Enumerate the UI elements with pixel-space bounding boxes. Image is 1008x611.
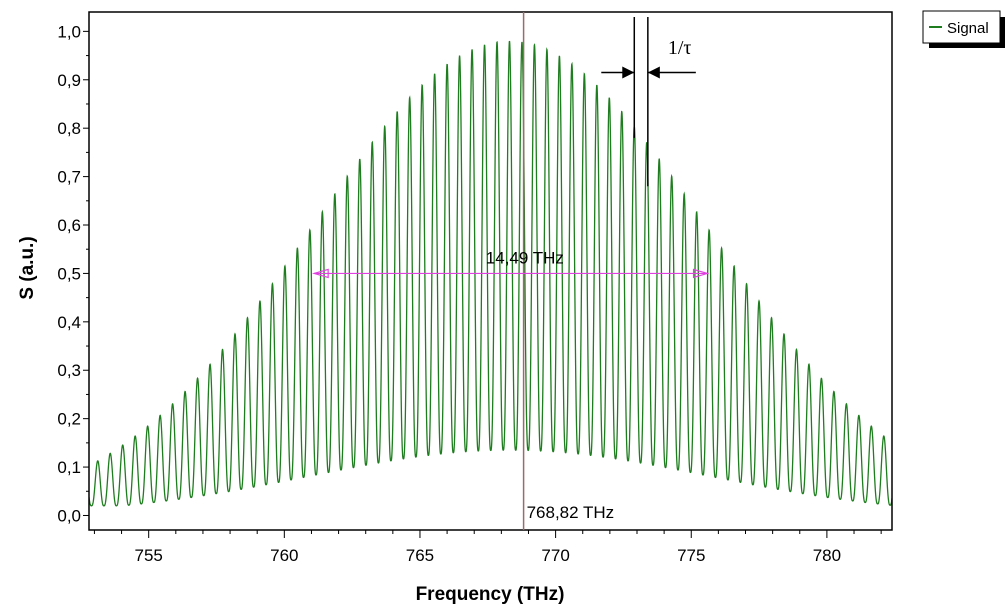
fwhm-left-arrowhead: [311, 268, 329, 279]
y-tick-label: 0,9: [57, 71, 81, 90]
signal-series-line: [89, 40, 892, 507]
y-tick-label: 0,2: [57, 410, 81, 429]
y-tick-label: 0,0: [57, 506, 81, 525]
fwhm-right-arrowhead: [692, 268, 710, 279]
y-tick-label: 0,8: [57, 119, 81, 138]
x-axis-title: Frequency (THz): [416, 584, 565, 605]
x-tick-label: 760: [270, 546, 298, 565]
center-frequency-label: 768,82 THz: [527, 503, 615, 522]
y-tick-label: 0,3: [57, 361, 81, 380]
plot-frame: [88, 11, 893, 531]
y-tick-label: 0,5: [57, 264, 81, 283]
fwhm-label: 14,49 THz: [486, 248, 564, 267]
x-tick-label: 775: [677, 546, 705, 565]
legend: Signal: [922, 10, 1005, 48]
x-tick-label: 755: [134, 546, 162, 565]
series-layer: [89, 40, 892, 507]
y-axis-title: S (a.u.): [17, 236, 38, 299]
x-tick-label: 780: [813, 546, 841, 565]
legend-signal-label: Signal: [947, 20, 989, 37]
y-tick-label: 1,0: [57, 22, 81, 41]
period-right-arrowhead: [647, 66, 660, 79]
annot-layer: 768,82 THz 14,49 THz 1/τ: [311, 12, 710, 530]
period-label: 1/τ: [668, 37, 692, 59]
y-tick-label: 0,7: [57, 168, 81, 187]
y-tick-label: 0,1: [57, 458, 81, 477]
ticks-layer: 755 760 765 770 775 780 0,0 0,1 0,2 0,3 0,4 0,5 0,6 0…: [57, 22, 882, 565]
period-left-arrowhead: [622, 66, 635, 79]
x-tick-label: 770: [541, 546, 569, 565]
y-tick-label: 0,6: [57, 216, 81, 235]
x-tick-label: 765: [406, 546, 434, 565]
y-tick-label: 0,4: [57, 313, 81, 332]
